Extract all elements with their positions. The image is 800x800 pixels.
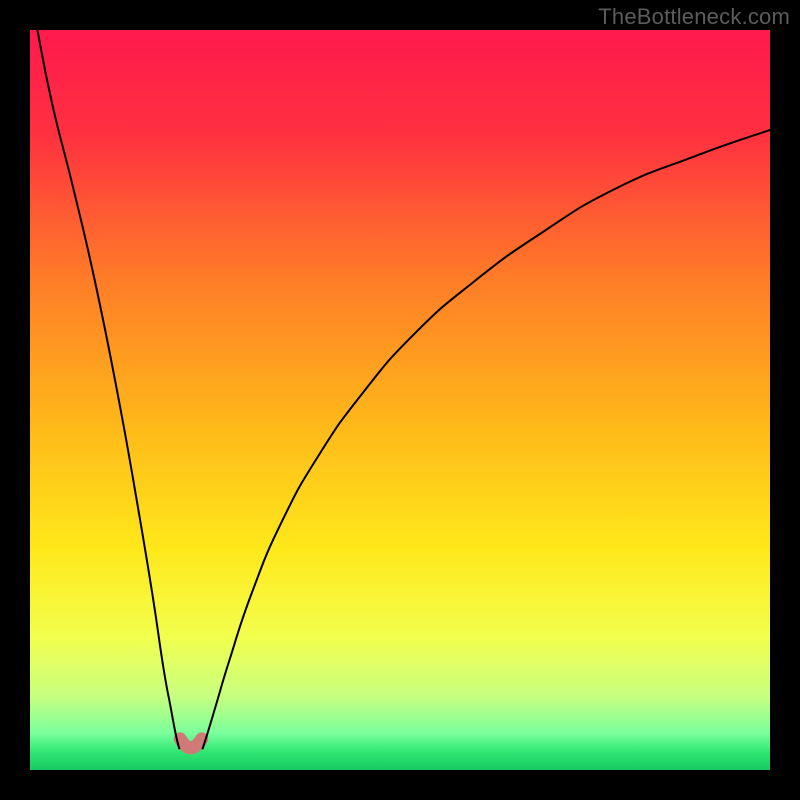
bottleneck-chart xyxy=(0,0,800,800)
chart-container: TheBottleneck.com xyxy=(0,0,800,800)
watermark-text: TheBottleneck.com xyxy=(598,4,790,30)
plot-background-gradient xyxy=(30,30,770,770)
